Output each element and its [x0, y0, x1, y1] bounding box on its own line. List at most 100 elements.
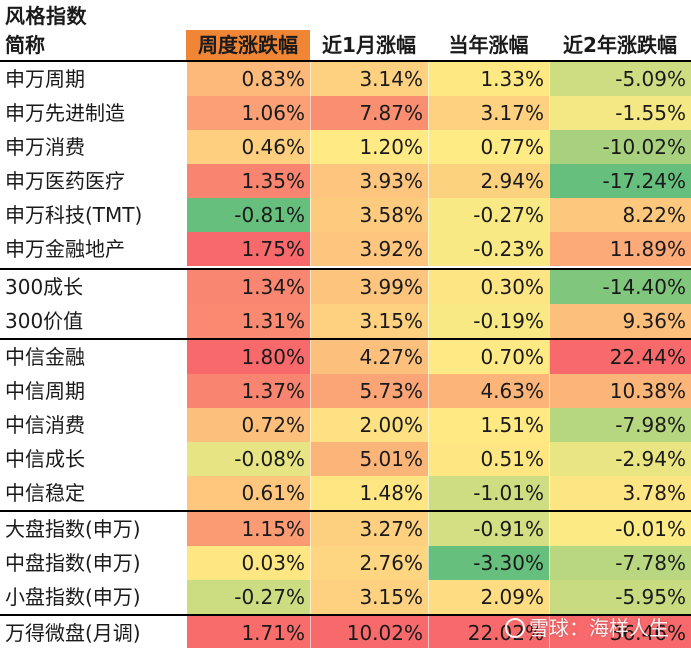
2y-change-cell: -0.01% [549, 512, 691, 546]
2y-change-cell: -14.40% [549, 270, 691, 304]
row-name: 中信金融 [5, 345, 85, 369]
header-2y-change: 近2年涨跌幅 [563, 33, 677, 57]
table-row: 中信消费 0.72% 2.00% 1.51% -7.98% [0, 408, 691, 442]
ytd-change-cell: 1.33% [428, 62, 549, 96]
weekly-change-cell: -0.08% [186, 442, 310, 476]
header-weekly-change: 周度涨跌幅 [186, 30, 310, 60]
table-row: 小盘指数(申万) -0.27% 3.15% 2.09% -5.95% [0, 580, 691, 614]
ytd-change-cell: 0.70% [428, 340, 549, 374]
weekly-change-cell: 1.35% [186, 164, 310, 198]
table-row: 300成长 1.34% 3.99% 0.30% -14.40% [0, 270, 691, 304]
weekly-change-cell: 1.75% [186, 232, 310, 266]
1m-change-cell: 7.87% [310, 96, 428, 130]
watermark: 雪球：海样人生 [505, 612, 669, 644]
table-row: 申万医药医疗 1.35% 3.93% 2.94% -17.24% [0, 164, 691, 198]
1m-change-cell: 3.14% [310, 62, 428, 96]
table-row: 申万科技(TMT) -0.81% 3.58% -0.27% 8.22% [0, 198, 691, 232]
header-name: 简称 [5, 33, 45, 57]
row-name: 中信消费 [5, 413, 85, 437]
2y-change-cell: 10.38% [549, 374, 691, 408]
ytd-change-cell: 3.17% [428, 96, 549, 130]
2y-change-cell: -2.94% [549, 442, 691, 476]
ytd-change-cell: 1.51% [428, 408, 549, 442]
ytd-change-cell: 2.94% [428, 164, 549, 198]
weekly-change-cell: 1.80% [186, 340, 310, 374]
ytd-change-cell: -0.19% [428, 304, 549, 338]
table-row: 申万金融地产 1.75% 3.92% -0.23% 11.89% [0, 232, 691, 266]
row-name: 申万周期 [5, 67, 85, 91]
1m-change-cell: 2.00% [310, 408, 428, 442]
weekly-change-cell: 1.37% [186, 374, 310, 408]
2y-change-cell: 22.44% [549, 340, 691, 374]
2y-change-cell: -7.78% [549, 546, 691, 580]
table-row: 大盘指数(申万) 1.15% 3.27% -0.91% -0.01% [0, 512, 691, 546]
1m-change-cell: 3.15% [310, 580, 428, 614]
2y-change-cell: 9.36% [549, 304, 691, 338]
ytd-change-cell: -0.91% [428, 512, 549, 546]
row-name: 申万科技(TMT) [5, 203, 143, 227]
ytd-change-cell: 4.63% [428, 374, 549, 408]
weekly-change-cell: -0.81% [186, 198, 310, 232]
table-header: 简称 周度涨跌幅 近1月涨幅 当年涨幅 近2年涨跌幅 [0, 30, 691, 62]
1m-change-cell: 3.15% [310, 304, 428, 338]
1m-change-cell: 2.76% [310, 546, 428, 580]
1m-change-cell: 1.48% [310, 476, 428, 510]
row-name: 300价值 [5, 309, 84, 333]
1m-change-cell: 1.20% [310, 130, 428, 164]
2y-change-cell: 3.78% [549, 476, 691, 510]
1m-change-cell: 3.27% [310, 512, 428, 546]
table-row: 中信周期 1.37% 5.73% 4.63% 10.38% [0, 374, 691, 408]
1m-change-cell: 3.58% [310, 198, 428, 232]
2y-change-cell: -1.55% [549, 96, 691, 130]
ytd-change-cell: 0.51% [428, 442, 549, 476]
group-divider [0, 268, 691, 270]
table-row: 中信金融 1.80% 4.27% 0.70% 22.44% [0, 340, 691, 374]
row-name: 大盘指数(申万) [5, 517, 141, 541]
weekly-change-cell: 0.46% [186, 130, 310, 164]
row-name: 申万先进制造 [5, 101, 125, 125]
2y-change-cell: 11.89% [549, 232, 691, 266]
weekly-change-cell: 1.31% [186, 304, 310, 338]
2y-change-cell: -17.24% [549, 164, 691, 198]
table-row: 申万消费 0.46% 1.20% 0.77% -10.02% [0, 130, 691, 164]
1m-change-cell: 3.93% [310, 164, 428, 198]
table-row: 中信稳定 0.61% 1.48% -1.01% 3.78% [0, 476, 691, 510]
watermark-text: 雪球：海样人生 [529, 616, 669, 640]
table-row: 中信成长 -0.08% 5.01% 0.51% -2.94% [0, 442, 691, 476]
2y-change-cell: 36.46% [549, 616, 691, 648]
group-divider [0, 614, 691, 616]
group-divider [0, 510, 691, 512]
2y-change-cell: -5.09% [549, 62, 691, 96]
row-name: 申万医药医疗 [5, 169, 125, 193]
weekly-change-cell: 0.61% [186, 476, 310, 510]
2y-change-cell: 8.22% [549, 198, 691, 232]
weekly-change-cell: 1.34% [186, 270, 310, 304]
1m-change-cell: 4.27% [310, 340, 428, 374]
2y-change-cell: -5.95% [549, 580, 691, 614]
ytd-change-cell: -3.30% [428, 546, 549, 580]
page-title: 风格指数 [5, 4, 87, 28]
weekly-change-cell: 0.72% [186, 408, 310, 442]
table-row: 申万先进制造 1.06% 7.87% 3.17% -1.55% [0, 96, 691, 130]
table-row: 申万周期 0.83% 3.14% 1.33% -5.09% [0, 62, 691, 96]
weekly-change-cell: 0.83% [186, 62, 310, 96]
1m-change-cell: 10.02% [310, 616, 428, 648]
snowball-logo-icon [505, 618, 525, 638]
weekly-change-cell: 1.06% [186, 96, 310, 130]
ytd-change-cell: 2.09% [428, 580, 549, 614]
ytd-change-cell: -0.23% [428, 232, 549, 266]
row-name: 万得微盘(月调) [5, 621, 141, 645]
row-name: 申万金融地产 [5, 237, 125, 261]
row-name: 中信周期 [5, 379, 85, 403]
ytd-change-cell: -1.01% [428, 476, 549, 510]
row-name: 中盘指数(申万) [5, 551, 141, 575]
row-name: 300成长 [5, 275, 84, 299]
weekly-change-cell: 1.71% [186, 616, 310, 648]
1m-change-cell: 5.01% [310, 442, 428, 476]
ytd-change-cell: -0.27% [428, 198, 549, 232]
header-ytd-change: 当年涨幅 [448, 33, 529, 57]
2y-change-cell: -10.02% [549, 130, 691, 164]
table-row: 中盘指数(申万) 0.03% 2.76% -3.30% -7.78% [0, 546, 691, 580]
1m-change-cell: 3.92% [310, 232, 428, 266]
1m-change-cell: 3.99% [310, 270, 428, 304]
